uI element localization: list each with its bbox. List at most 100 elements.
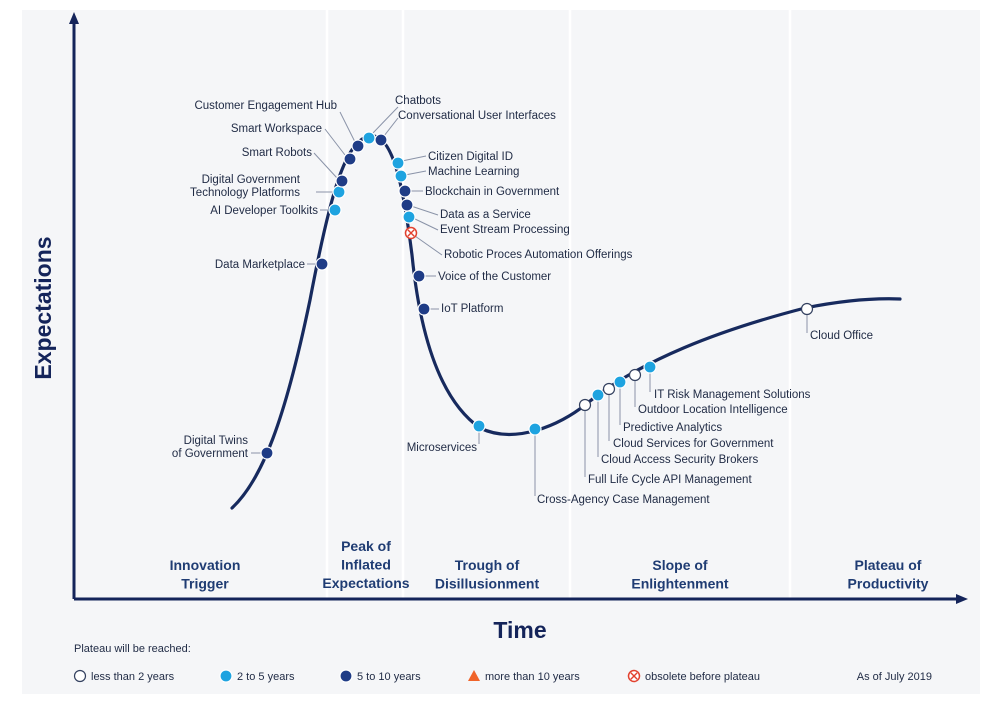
marker-digital-twins-of-government: [260, 446, 274, 460]
label-digital-twins-of-government: of Government: [172, 448, 249, 460]
leader-machine-learning: [404, 170, 427, 176]
legend-item-2to5: 2 to 5 years: [219, 669, 295, 683]
phase-label-1: Trigger: [181, 576, 229, 592]
label-microservices: Microservices: [407, 442, 478, 454]
label-event-stream-processing: Event Stream Processing: [440, 224, 570, 236]
legend-label: 2 to 5 years: [237, 671, 295, 683]
marker-iot-platform: [417, 302, 431, 316]
marker-blockchain-in-government: [398, 184, 412, 198]
phase-label-4: Enlightenment: [631, 576, 729, 592]
label-predictive-analytics: Predictive Analytics: [623, 422, 722, 434]
label-data-as-a-service: Data as a Service: [440, 209, 531, 221]
label-voice-of-the-customer: Voice of the Customer: [438, 271, 551, 283]
circle-marker-icon: [219, 669, 233, 683]
legend-label: less than 2 years: [91, 671, 175, 683]
phase-label-1: Innovation: [170, 557, 241, 573]
marker-data-as-a-service: [400, 198, 414, 212]
label-customer-engagement-hub: Customer Engagement Hub: [194, 100, 337, 112]
label-it-risk-management-solutions: IT Risk Management Solutions: [654, 389, 811, 401]
marker-cloud-services-for-government: [602, 382, 616, 396]
label-smart-robots: Smart Robots: [242, 147, 313, 159]
marker-cloud-access-security-brokers: [591, 388, 605, 402]
label-ai-developer-toolkits: AI Developer Toolkits: [210, 205, 318, 217]
legend-item-obsolete: obsolete before plateau: [627, 669, 760, 683]
marker-voice-of-the-customer: [412, 269, 426, 283]
label-cloud-office: Cloud Office: [810, 330, 873, 342]
phase-label-5: Productivity: [848, 576, 929, 592]
plot-background: [22, 10, 980, 694]
legend-label: 5 to 10 years: [357, 671, 421, 683]
label-conversational-user-interfaces: Conversational User Interfaces: [398, 110, 556, 122]
leader-customer-engagement-hub: [339, 111, 356, 143]
label-full-life-cycle-api-management: Full Life Cycle API Management: [588, 474, 752, 486]
legend-item-lt2: less than 2 years: [73, 669, 175, 683]
marker-event-stream-processing: [402, 210, 416, 224]
marker-smart-robots: [335, 174, 349, 188]
phase-dividers: [325, 10, 792, 598]
leader-lines: [251, 106, 808, 496]
marker-digital-government-technology-platforms: [332, 185, 346, 199]
marker-microservices: [472, 419, 486, 433]
leader-smart-robots: [313, 152, 338, 179]
marker-conversational-user-interfaces: [374, 133, 388, 147]
phase-label-3: Disillusionment: [435, 576, 540, 592]
marker-cross-agency-case-management: [528, 422, 542, 436]
label-iot-platform: IoT Platform: [441, 303, 503, 315]
phase-label-4: Slope of: [652, 557, 708, 573]
label-data-marketplace: Data Marketplace: [215, 259, 305, 271]
circle-marker-icon: [73, 669, 87, 683]
legend-title: Plateau will be reached:: [74, 643, 191, 655]
marker-machine-learning: [394, 169, 408, 183]
y-axis-arrow: [69, 12, 79, 24]
circle-marker-icon: [339, 669, 353, 683]
leader-event-stream-processing: [412, 217, 439, 231]
technology-markers: [260, 131, 814, 460]
label-cross-agency-case-management: Cross-Agency Case Management: [537, 494, 710, 506]
phase-label-3: Trough of: [455, 557, 520, 573]
label-smart-workspace: Smart Workspace: [231, 123, 322, 135]
label-citizen-digital-id: Citizen Digital ID: [428, 151, 513, 163]
label-cloud-services-for-government: Cloud Services for Government: [613, 438, 774, 450]
legend-label: more than 10 years: [485, 671, 580, 683]
legend-item-5to10: 5 to 10 years: [339, 669, 421, 683]
obsolete-marker-icon: [627, 669, 641, 683]
marker-full-life-cycle-api-management: [578, 398, 592, 412]
leader-data-as-a-service: [410, 205, 439, 216]
marker-smart-workspace: [343, 152, 357, 166]
leader-robotic-proces-automation-offerings: [414, 235, 443, 256]
leader-citizen-digital-id: [401, 155, 427, 162]
label-cloud-access-security-brokers: Cloud Access Security Brokers: [601, 454, 758, 466]
label-blockchain-in-government: Blockchain in Government: [425, 186, 560, 198]
marker-customer-engagement-hub: [351, 139, 365, 153]
leader-conversational-user-interfaces: [383, 117, 399, 137]
label-machine-learning: Machine Learning: [428, 166, 519, 178]
y-axis-title: Expectations: [30, 236, 56, 379]
label-digital-twins-of-government: Digital Twins: [184, 435, 249, 447]
triangle-marker-icon: [468, 670, 480, 681]
marker-cloud-office: [800, 302, 814, 316]
label-digital-government-technology-platforms: Digital Government: [202, 174, 301, 186]
obsolete-marker-icon: [404, 226, 418, 240]
marker-predictive-analytics: [613, 375, 627, 389]
legend-item-gt10: more than 10 years: [468, 670, 580, 683]
label-digital-government-technology-platforms: Technology Platforms: [190, 187, 300, 199]
legend: Plateau will be reached: less than 2 year…: [73, 643, 932, 683]
as-of-date: As of July 2019: [857, 671, 932, 683]
phase-label-2: Peak of: [341, 538, 391, 554]
axes: Expectations Time: [30, 12, 968, 643]
marker-ai-developer-toolkits: [328, 203, 342, 217]
marker-citizen-digital-id: [391, 156, 405, 170]
marker-it-risk-management-solutions: [643, 360, 657, 374]
hype-curve: [230, 134, 902, 510]
marker-data-marketplace: [315, 257, 329, 271]
leader-chatbots: [371, 106, 399, 135]
hype-curve-group: [230, 134, 902, 510]
label-robotic-proces-automation-offerings: Robotic Proces Automation Offerings: [444, 249, 633, 261]
marker-chatbots: [362, 131, 376, 145]
phase-label-5: Plateau of: [855, 557, 922, 573]
phase-label-2: Expectations: [322, 575, 409, 591]
phase-labels: Innovation Trigger Peak of Inflated Expectat…: [170, 538, 929, 592]
